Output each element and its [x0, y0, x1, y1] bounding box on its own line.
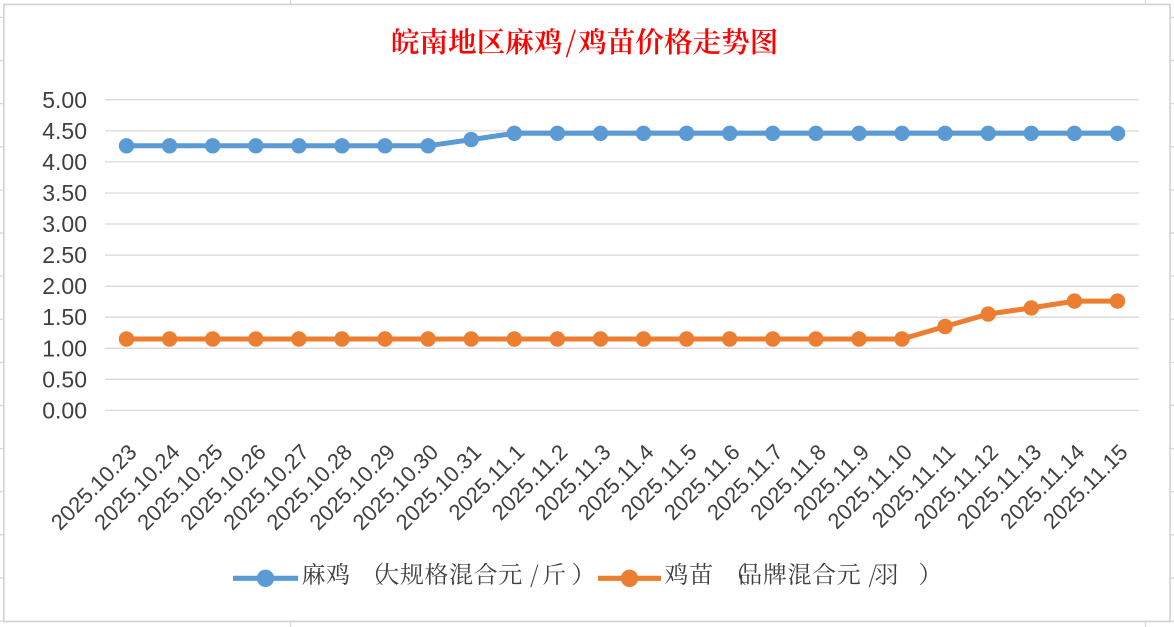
svg-text:4.50: 4.50	[42, 118, 87, 144]
svg-text:2.50: 2.50	[42, 242, 87, 268]
svg-text:1.00: 1.00	[42, 335, 87, 361]
svg-text:5.00: 5.00	[42, 87, 87, 113]
svg-text:4.00: 4.00	[42, 149, 87, 175]
svg-text:0.00: 0.00	[42, 397, 87, 423]
svg-text:3.00: 3.00	[42, 211, 87, 237]
svg-text:2.00: 2.00	[42, 273, 87, 299]
svg-text:0.50: 0.50	[42, 366, 87, 392]
svg-text:1.50: 1.50	[42, 304, 87, 330]
svg-text:3.50: 3.50	[42, 180, 87, 206]
